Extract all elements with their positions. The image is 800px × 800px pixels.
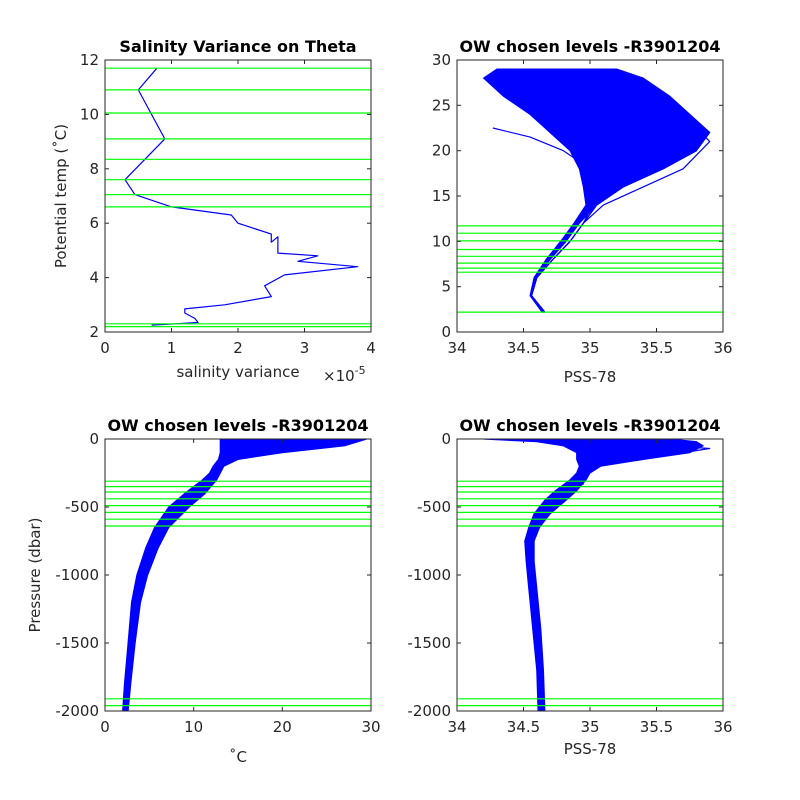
panel-4-ticks: 34 34.5 35 35.5 36 -2000 -1500 -1000 -500 0 — [407, 430, 732, 736]
panel-3-plot-area — [105, 439, 371, 711]
x-tick-label: 30 — [361, 718, 380, 736]
x-tick-label: 36 — [713, 339, 732, 357]
panel-1-title: Salinity Variance on Theta — [119, 37, 356, 56]
x-tick-label: 35 — [580, 718, 599, 736]
profile-envelope — [122, 439, 368, 711]
x-tick-label: 34 — [447, 339, 466, 357]
profile-envelope — [483, 68, 711, 313]
y-tick-label: 12 — [80, 51, 99, 69]
profile-envelope — [483, 439, 704, 711]
y-tick-label: -1500 — [407, 634, 451, 652]
panel-2-plot-area — [457, 68, 723, 313]
panel-ow-levels-pressure-salinity: OW chosen levels -R3901204 34 34.5 35 35.5 3… — [407, 416, 732, 758]
panel-ow-levels-theta-salinity: OW chosen levels -R3901204 34 34.5 35 35.5 3… — [432, 37, 733, 386]
x-tick-label: 35.5 — [640, 339, 673, 357]
panel-ow-levels-pressure-temp: OW chosen levels -R3901204 0 10 20 30 -2000 -… — [26, 416, 381, 766]
panel-1-x-exponent-power: -5 — [355, 364, 366, 377]
y-tick-label: 5 — [441, 278, 451, 296]
y-tick-label: -500 — [417, 498, 451, 516]
y-tick-label: -1000 — [407, 566, 451, 584]
panel-3-title: OW chosen levels -R3901204 — [107, 416, 368, 435]
y-tick-label: 10 — [80, 105, 99, 123]
panel-salinity-variance: Salinity Variance on Theta 0 1 2 3 424681012… — [52, 37, 376, 385]
panel-2-xlabel: PSS-78 — [564, 368, 617, 386]
x-tick-label: 20 — [273, 718, 292, 736]
y-tick-label: 20 — [432, 142, 451, 160]
x-tick-label: 10 — [184, 718, 203, 736]
panel-3-ticks: 0 10 20 30 -2000 -1500 -1000 -500 0 — [55, 430, 380, 736]
series-line — [490, 82, 631, 313]
y-tick-label: -1500 — [55, 634, 99, 652]
y-tick-label: 6 — [89, 214, 99, 232]
panel-4-title: OW chosen levels -R3901204 — [459, 416, 720, 435]
y-tick-label: 0 — [441, 323, 451, 341]
y-tick-label: 15 — [432, 187, 451, 205]
panel-3-xlabel: ˚C — [229, 748, 247, 766]
x-tick-label: 0 — [100, 718, 110, 736]
panel-1-x-exponent: ×10-5 — [323, 364, 366, 385]
panel-4-plot-area — [457, 439, 723, 711]
panel-1-ylabel: Potential temp (˚C) — [52, 124, 70, 268]
y-tick-label: 2 — [89, 323, 99, 341]
panel-2-ticks: 34 34.5 35 35.5 36 0 5 10 15 20 25 30 — [432, 51, 733, 357]
x-tick-label: 0 — [100, 339, 110, 357]
panel-2-title: OW chosen levels -R3901204 — [459, 37, 720, 56]
x-tick-label: 34.5 — [507, 339, 540, 357]
y-tick-label: 25 — [432, 96, 451, 114]
x-tick-label: 1 — [167, 339, 177, 357]
x-tick-label: 35.5 — [640, 718, 673, 736]
y-tick-label: -2000 — [55, 702, 99, 720]
panel-4-xlabel: PSS-78 — [564, 740, 617, 758]
y-tick-label: 0 — [441, 430, 451, 448]
axes-box — [456, 438, 724, 712]
y-tick-label: 10 — [432, 232, 451, 250]
series-line — [579, 442, 711, 460]
y-tick-label: -500 — [65, 498, 99, 516]
y-tick-label: -2000 — [407, 702, 451, 720]
x-tick-label: 2 — [233, 339, 243, 357]
panel-1-xlabel: salinity variance — [176, 363, 299, 381]
x-tick-label: 35 — [580, 339, 599, 357]
axes-box — [104, 59, 372, 333]
x-tick-label: 3 — [300, 339, 310, 357]
y-tick-label: 4 — [89, 269, 99, 287]
y-tick-label: 30 — [432, 51, 451, 69]
y-tick-label: -1000 — [55, 566, 99, 584]
panel-1-plot-area — [105, 67, 371, 328]
panel-3-ylabel: Pressure (dbar) — [26, 518, 44, 633]
x-tick-label: 34.5 — [507, 718, 540, 736]
x-tick-label: 34 — [447, 718, 466, 736]
series-line — [124, 67, 359, 326]
x-tick-label: 36 — [713, 718, 732, 736]
y-tick-label: 0 — [89, 430, 99, 448]
y-tick-label: 8 — [89, 160, 99, 178]
x-tick-label: 4 — [366, 339, 376, 357]
